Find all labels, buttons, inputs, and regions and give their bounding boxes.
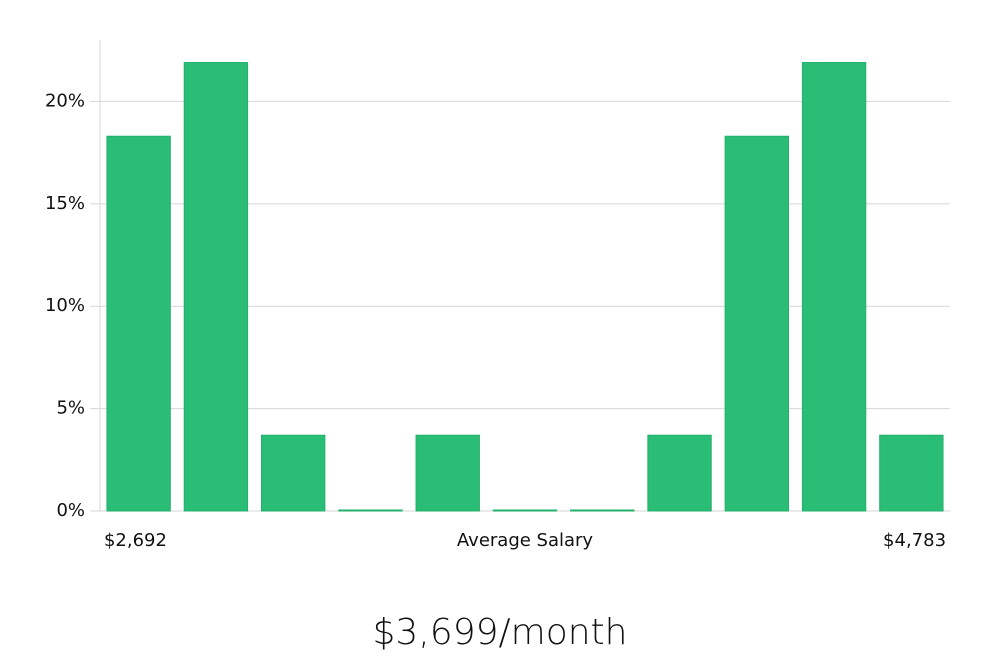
x-axis-label: Average Salary (457, 530, 594, 551)
bar (183, 62, 249, 512)
bar (106, 135, 171, 512)
bar (879, 434, 944, 512)
y-tick-label: 15% (45, 193, 85, 214)
subtitle: $3,699/month (373, 612, 628, 653)
bar (492, 509, 558, 512)
y-tick-label: 5% (56, 398, 85, 419)
bar (415, 434, 480, 512)
y-tick-label: 20% (45, 90, 85, 111)
y-tick-label: 0% (56, 500, 85, 521)
bar (338, 509, 403, 512)
bar (801, 62, 867, 512)
bar (570, 509, 635, 512)
x-tick-label: $2,692 (104, 530, 167, 551)
bar (724, 135, 789, 512)
x-tick-label: $4,783 (883, 530, 946, 551)
bar (261, 434, 326, 512)
bar (647, 434, 712, 512)
y-tick-label: 10% (45, 295, 85, 316)
